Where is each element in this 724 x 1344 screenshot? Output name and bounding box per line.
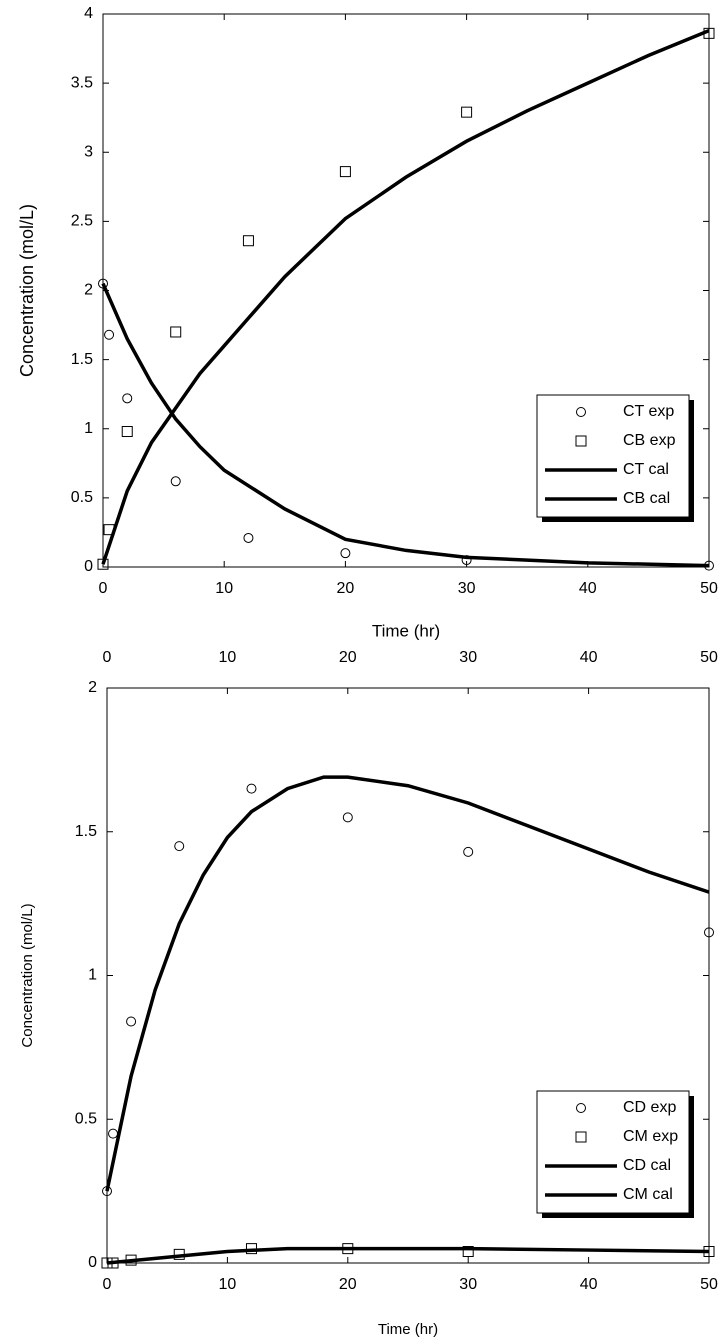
x-tick-label: 20 (337, 580, 355, 597)
circle-marker (464, 847, 473, 856)
fit-line (107, 1249, 709, 1263)
top-x-tick-label: 50 (700, 649, 718, 666)
square-marker (340, 167, 350, 177)
y-tick-label: 1.5 (75, 823, 97, 840)
y-tick-label: 3.5 (71, 74, 93, 91)
legend-label: CT exp (623, 403, 674, 420)
x-axis-title: Time (hr) (372, 621, 440, 640)
x-tick-label: 0 (99, 580, 108, 597)
x-tick-label: 10 (219, 1276, 237, 1293)
y-tick-label: 1 (88, 967, 97, 984)
legend-label: CM exp (623, 1128, 678, 1145)
x-tick-label: 0 (103, 1276, 112, 1293)
circle-marker (343, 813, 352, 822)
circle-marker (127, 1017, 136, 1026)
legend-label: CD cal (623, 1157, 671, 1174)
page: 00.511.522.533.5401020304050Time (hr)Con… (0, 0, 724, 1344)
legend-label: CT cal (623, 461, 669, 478)
square-marker (122, 427, 132, 437)
y-tick-label: 1.5 (71, 351, 93, 368)
x-axis-title: Time (hr) (378, 1321, 438, 1338)
legend-label: CB exp (623, 432, 676, 449)
y-tick-label: 0 (88, 1254, 97, 1271)
x-tick-label: 20 (339, 1276, 357, 1293)
square-marker (243, 236, 253, 246)
y-tick-label: 0.5 (75, 1110, 97, 1127)
x-tick-label: 50 (700, 1276, 718, 1293)
x-tick-label: 40 (579, 580, 597, 597)
y-axis-title: Concentration (mol/L) (19, 903, 36, 1047)
y-tick-label: 1 (84, 420, 93, 437)
circle-marker (341, 549, 350, 558)
top-x-tick-label: 40 (580, 649, 598, 666)
circle-marker (171, 477, 180, 486)
y-tick-label: 0 (84, 558, 93, 575)
legend-label: CD exp (623, 1099, 676, 1116)
y-tick-label: 2 (88, 679, 97, 696)
x-tick-label: 10 (215, 580, 233, 597)
legend-label: CB cal (623, 490, 670, 507)
circle-marker (123, 394, 132, 403)
x-tick-label: 40 (580, 1276, 598, 1293)
y-tick-label: 2 (84, 282, 93, 299)
y-tick-label: 2.5 (71, 213, 93, 230)
y-tick-label: 3 (84, 143, 93, 160)
y-tick-label: 4 (84, 5, 93, 22)
circle-marker (175, 842, 184, 851)
y-tick-label: 0.5 (71, 489, 93, 506)
x-tick-label: 30 (458, 580, 476, 597)
top-x-tick-label: 20 (339, 649, 357, 666)
circle-marker (247, 784, 256, 793)
circle-marker (109, 1129, 118, 1138)
x-tick-label: 30 (459, 1276, 477, 1293)
y-axis-title: Concentration (mol/L) (17, 204, 37, 377)
square-marker (462, 107, 472, 117)
top-x-tick-label: 10 (219, 649, 237, 666)
top-x-tick-label: 30 (459, 649, 477, 666)
top-x-tick-label: 0 (103, 649, 112, 666)
square-marker (171, 327, 181, 337)
circle-marker (105, 330, 114, 339)
circle-marker (244, 533, 253, 542)
x-tick-label: 50 (700, 580, 718, 597)
legend-label: CM cal (623, 1186, 673, 1203)
